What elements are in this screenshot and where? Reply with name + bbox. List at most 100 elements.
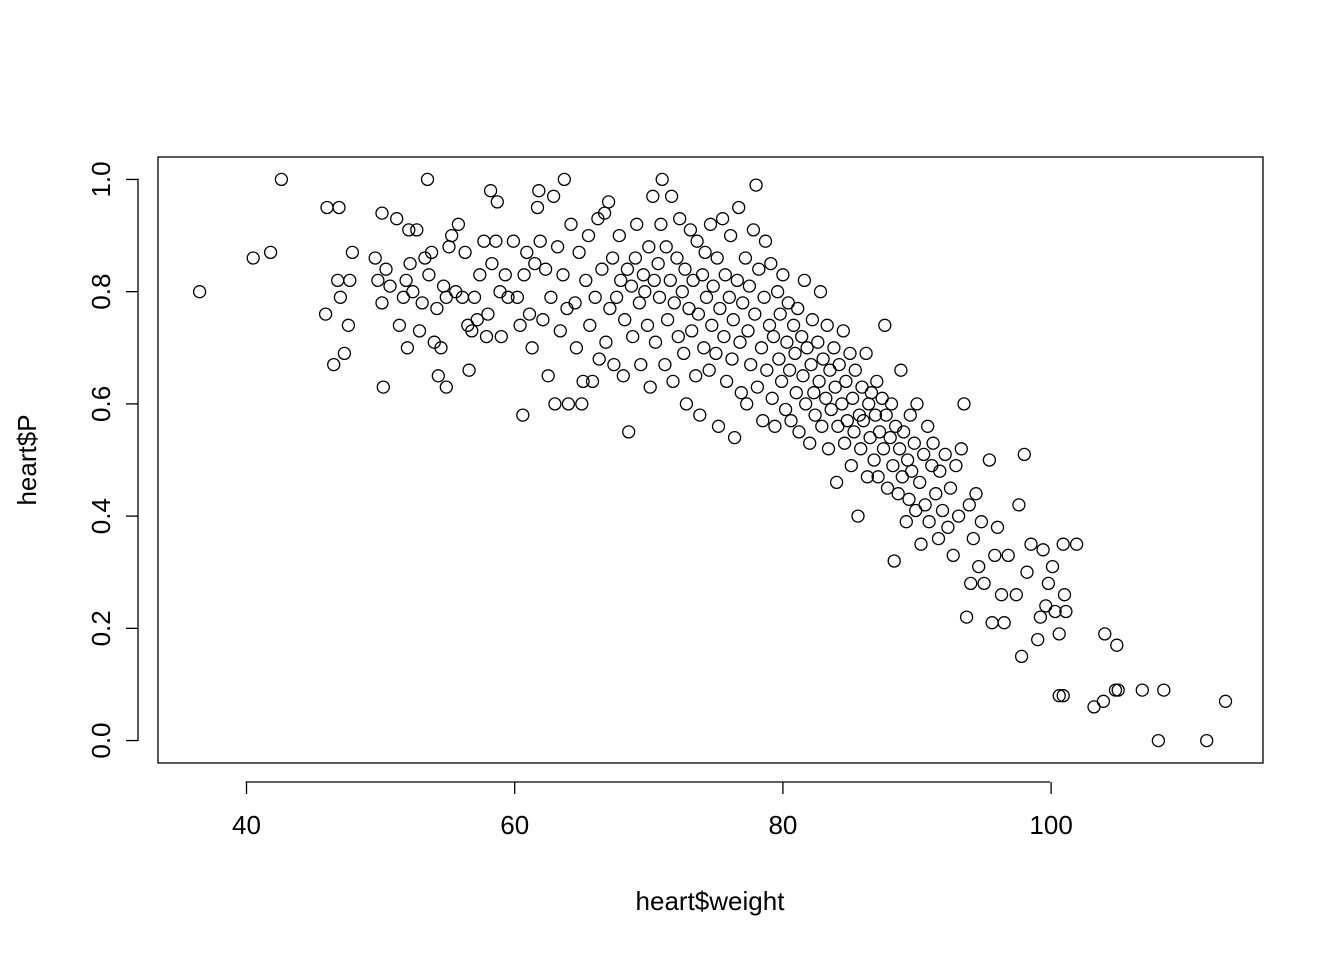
data-point: [954, 442, 968, 456]
data-point: [921, 419, 935, 433]
data-point: [929, 487, 943, 501]
data-point: [620, 262, 635, 276]
data-point: [815, 419, 829, 433]
data-point: [510, 290, 525, 304]
data-point: [835, 397, 849, 411]
data-point: [977, 576, 991, 591]
data-point: [788, 346, 802, 361]
data-point: [569, 341, 584, 355]
data-point: [477, 234, 491, 248]
data-point: [758, 234, 773, 248]
data-point: [717, 329, 731, 344]
data-point: [778, 402, 793, 417]
data-point: [536, 313, 550, 327]
data-point: [614, 273, 628, 288]
data-point: [870, 374, 884, 389]
data-point: [375, 296, 389, 310]
data-point: [757, 290, 771, 304]
data-point: [811, 335, 825, 349]
data-point: [501, 290, 515, 304]
data-point: [677, 346, 691, 361]
data-point: [803, 436, 817, 450]
data-point: [776, 268, 790, 282]
data-point: [685, 324, 699, 338]
data-point: [638, 285, 652, 299]
data-point: [445, 228, 459, 243]
data-point: [532, 184, 546, 198]
data-point: [1069, 537, 1084, 551]
data-point: [925, 458, 939, 473]
data-point: [525, 341, 539, 355]
data-point: [651, 256, 665, 271]
data-point: [966, 531, 980, 546]
data-point: [246, 251, 260, 265]
data-point: [746, 223, 761, 237]
data-point: [990, 520, 1005, 534]
data-point: [628, 251, 643, 265]
data-point: [726, 313, 740, 327]
data-point: [988, 548, 1002, 563]
data-point: [829, 475, 844, 490]
data-point: [764, 256, 778, 271]
data-point: [832, 357, 846, 372]
data-point: [473, 268, 487, 282]
data-point: [431, 369, 445, 383]
data-point: [375, 206, 389, 220]
data-point: [1020, 565, 1034, 579]
data-point: [821, 442, 836, 456]
data-point: [465, 324, 479, 338]
data-point: [410, 223, 424, 237]
data-point: [812, 374, 826, 389]
data-point: [493, 285, 507, 299]
data-point: [579, 273, 593, 288]
data-points: [192, 172, 1233, 748]
data-point: [697, 341, 711, 355]
data-point: [434, 341, 448, 355]
data-point: [1110, 638, 1124, 652]
data-point: [599, 335, 613, 349]
data-point: [752, 262, 766, 276]
data-point: [807, 386, 821, 400]
data-point: [845, 391, 860, 405]
data-point: [585, 374, 600, 389]
data-point: [647, 273, 661, 288]
x-tick-label: 100: [1029, 810, 1072, 840]
data-point: [660, 313, 675, 327]
data-point: [884, 397, 899, 411]
data-point: [664, 189, 679, 203]
data-point: [345, 245, 360, 260]
data-point: [1052, 627, 1066, 641]
data-point: [756, 414, 770, 428]
data-point: [690, 234, 704, 248]
data-point: [603, 301, 617, 316]
data-point: [732, 200, 746, 215]
data-point: [560, 301, 574, 316]
data-point: [530, 200, 545, 215]
data-point: [935, 503, 950, 518]
data-point: [742, 279, 757, 293]
data-point: [864, 386, 879, 400]
data-point: [693, 408, 707, 422]
data-point: [683, 223, 698, 237]
data-point: [957, 397, 971, 411]
data-point: [876, 442, 891, 456]
data-point: [274, 172, 289, 187]
data-point: [914, 537, 928, 551]
data-point: [1057, 588, 1072, 602]
data-point: [541, 369, 555, 383]
y-tick-label: 0.8: [86, 274, 116, 310]
data-point: [636, 268, 651, 282]
data-point: [854, 442, 868, 456]
data-point: [772, 352, 786, 366]
data-point: [875, 391, 889, 405]
data-point: [786, 318, 801, 332]
data-point: [422, 268, 436, 282]
data-point: [1036, 543, 1050, 557]
data-point: [675, 285, 689, 299]
data-point: [1045, 559, 1060, 574]
data-point: [1108, 683, 1123, 697]
data-point: [436, 279, 451, 293]
data-point: [494, 329, 508, 344]
data-point: [959, 610, 974, 624]
data-point: [941, 520, 955, 534]
